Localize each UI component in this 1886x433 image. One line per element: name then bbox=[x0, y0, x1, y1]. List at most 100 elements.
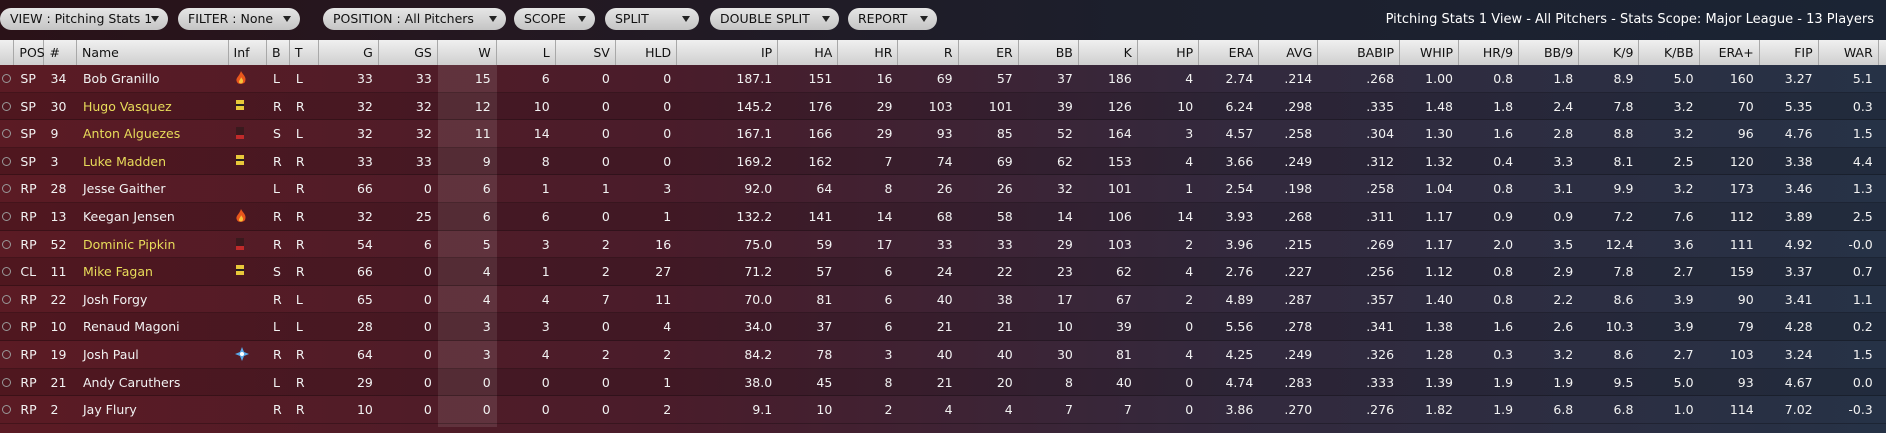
cell-hp: 2 bbox=[1185, 236, 1194, 252]
select-radio[interactable] bbox=[2, 322, 11, 332]
column-header[interactable]: HR bbox=[838, 40, 899, 65]
cell-war: 4.4 bbox=[1852, 153, 1873, 169]
column-header[interactable]: G bbox=[319, 40, 379, 65]
cell-inf bbox=[229, 396, 267, 423]
column-header[interactable]: SV bbox=[556, 40, 616, 65]
table-row[interactable]: RP 21 Andy Caruthers L R 29 0 0 0 0 1 38.0 45 8 21 20 8 4… bbox=[0, 368, 1886, 397]
cell-stat: 9 bbox=[50, 126, 59, 142]
table-row[interactable]: RP 28 Jesse Gaither L R 66 0 6 1 1 3 92.0 64 8 26 26 32 1… bbox=[0, 175, 1886, 203]
column-header[interactable]: K bbox=[1079, 40, 1138, 65]
column-header[interactable]: HR/9 bbox=[1459, 40, 1520, 65]
select-radio[interactable] bbox=[2, 267, 11, 277]
table-row[interactable]: RP 22 Josh Forgy R L 65 0 4 4 7 11 70.0 81 6 40 38 17 67 2… bbox=[0, 286, 1886, 314]
table-row[interactable]: RP 52 Dominic Pipkin R R 54 6 5 3 2 16 75.0 59 17 33 33… bbox=[0, 231, 1886, 259]
column-header[interactable]: WHIP bbox=[1400, 40, 1459, 65]
cell-fip: 4.28 bbox=[1784, 319, 1813, 335]
toolbar-button[interactable]: REPORT bbox=[848, 8, 937, 30]
column-header[interactable]: Name bbox=[77, 40, 229, 65]
column-header[interactable]: # bbox=[45, 40, 77, 65]
cell-whip: 1.17 bbox=[1425, 209, 1453, 224]
column-header[interactable]: K/9 bbox=[1579, 40, 1640, 65]
cell-k-bb: 3.6 bbox=[1673, 236, 1694, 252]
cell-w: 6 bbox=[482, 209, 491, 224]
header-cell bbox=[0, 40, 15, 65]
column-header[interactable]: L bbox=[497, 40, 556, 65]
select-radio[interactable] bbox=[2, 212, 11, 221]
toolbar-button[interactable]: VIEW : Pitching Stats 1 bbox=[0, 8, 168, 30]
cell-hp: 4 bbox=[1185, 153, 1194, 169]
cell-ha: 64 bbox=[816, 181, 833, 197]
cell-w: 3 bbox=[482, 347, 491, 362]
column-header[interactable]: ER bbox=[959, 40, 1019, 65]
cell-avg: .258 bbox=[1284, 126, 1313, 142]
cell-k-bb: 2.7 bbox=[1673, 264, 1694, 280]
table-row[interactable]: RP 19 Josh Paul R R 64 0 3 4 2 2 84.2 78 3 40 40 30 81 4 4.… bbox=[0, 341, 1886, 369]
toolbar-button[interactable]: FILTER : None bbox=[178, 8, 300, 30]
column-header[interactable]: HP bbox=[1138, 40, 1200, 65]
column-header[interactable]: ERA bbox=[1199, 40, 1260, 65]
cell-ip: 187.1 bbox=[736, 71, 773, 86]
cell-w: 11 bbox=[474, 126, 491, 142]
table-row[interactable]: SP 9 Anton Alguezes S L 32 32 11 14 0 0 167.1 166 29 9… bbox=[0, 120, 1886, 148]
table-row[interactable]: CL 11 Mike Fagan S R 66 0 4 1 2 27 71.2 57 6 24 22 23 62 4… bbox=[0, 258, 1886, 286]
column-header[interactable]: AVG bbox=[1259, 40, 1319, 65]
column-header[interactable]: BB/9 bbox=[1519, 40, 1580, 65]
column-header[interactable]: BABIP bbox=[1318, 40, 1401, 65]
cell-bb-9: 3.5 bbox=[1553, 236, 1574, 252]
cell-war: 0.3 bbox=[1852, 98, 1873, 114]
cell-gs: 0 bbox=[423, 347, 432, 362]
column-header[interactable]: R bbox=[898, 40, 959, 65]
cell-er: 57 bbox=[996, 71, 1013, 86]
cell-babip: .335 bbox=[1366, 98, 1395, 114]
cell-avg: .278 bbox=[1284, 319, 1313, 335]
select-radio[interactable] bbox=[2, 377, 11, 387]
column-header[interactable]: ERA+ bbox=[1700, 40, 1760, 65]
cell-ip: 145.2 bbox=[736, 98, 773, 114]
select-radio[interactable] bbox=[2, 101, 11, 111]
table-row[interactable]: SP 3 Luke Madden R R 33 33 9 8 0 0 169.2 162 7 74 69 62 1… bbox=[0, 147, 1886, 176]
select-radio[interactable] bbox=[2, 129, 11, 139]
table-row[interactable]: RP 13 Keegan Jensen R R 32 25 6 6 0 1 132.2 141 14 68 5… bbox=[0, 203, 1886, 231]
cell-g: 32 bbox=[356, 98, 373, 114]
toolbar-button[interactable]: SPLIT bbox=[605, 8, 699, 30]
table-row[interactable]: RP 2 Jay Flury R R 10 0 0 0 0 2 9.1 10 2 4 4 7 7 0 3.86 .270… bbox=[0, 396, 1886, 424]
column-header[interactable]: POS bbox=[14, 40, 45, 65]
table-row[interactable]: RP 10 Renaud Magoni L L 28 0 3 3 0 4 34.0 37 6 21 21 10 3… bbox=[0, 313, 1886, 341]
column-header[interactable]: HLD bbox=[616, 40, 678, 65]
icon bbox=[235, 99, 244, 110]
column-header[interactable]: IP bbox=[677, 40, 779, 65]
column-header[interactable]: GS bbox=[379, 40, 438, 65]
select-radio[interactable] bbox=[2, 405, 11, 415]
cell-hp: 2 bbox=[1185, 291, 1194, 307]
table-row[interactable]: SP 30 Hugo Vasquez R R 32 32 12 10 0 0 145.2 176 29 10… bbox=[0, 92, 1886, 121]
column-header[interactable]: B bbox=[267, 40, 290, 65]
column-header[interactable]: Inf bbox=[229, 40, 268, 65]
cell-bb: 37 bbox=[1056, 71, 1073, 86]
toolbar-button[interactable]: SCOPE bbox=[514, 8, 595, 30]
cell-ip: 169.2 bbox=[736, 153, 773, 169]
column-header[interactable]: BB bbox=[1019, 40, 1079, 65]
column-header[interactable]: T bbox=[290, 40, 319, 65]
column-header[interactable]: K/BB bbox=[1639, 40, 1700, 65]
cell-er: 22 bbox=[996, 264, 1013, 280]
cell-hld: 11 bbox=[655, 291, 672, 307]
toolbar-button[interactable]: POSITION : All Pitchers bbox=[323, 8, 506, 30]
select-radio[interactable] bbox=[2, 294, 11, 304]
select-radio[interactable] bbox=[2, 239, 11, 249]
column-header[interactable]: W bbox=[438, 40, 497, 65]
column-header[interactable]: WAR bbox=[1819, 40, 1879, 65]
select-radio[interactable] bbox=[2, 74, 11, 83]
column-header[interactable]: HA bbox=[778, 40, 839, 65]
select-radio[interactable] bbox=[2, 184, 11, 194]
toolbar-button[interactable]: DOUBLE SPLIT bbox=[710, 8, 839, 30]
cell-bb-9: 3.2 bbox=[1553, 347, 1574, 362]
column-header[interactable]: FIP bbox=[1760, 40, 1819, 65]
table-row[interactable]: SP 34 Bob Granillo L L 33 33 15 6 0 0 187.1 151 16 69 5… bbox=[0, 65, 1886, 93]
select-radio[interactable] bbox=[2, 350, 11, 359]
cell-t: R bbox=[295, 402, 305, 418]
cell-bb-9: 2.4 bbox=[1553, 98, 1574, 114]
cell-hr: 14 bbox=[876, 209, 893, 224]
select-radio[interactable] bbox=[2, 156, 11, 166]
cell-t: R bbox=[295, 98, 305, 114]
cell-b: S bbox=[273, 126, 281, 142]
